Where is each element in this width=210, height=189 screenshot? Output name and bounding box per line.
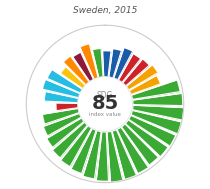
Text: SDG: SDG bbox=[97, 91, 113, 100]
Text: 85: 85 bbox=[91, 94, 119, 113]
Text: Sweden, 2015: Sweden, 2015 bbox=[73, 6, 137, 15]
Text: index value: index value bbox=[89, 112, 121, 117]
